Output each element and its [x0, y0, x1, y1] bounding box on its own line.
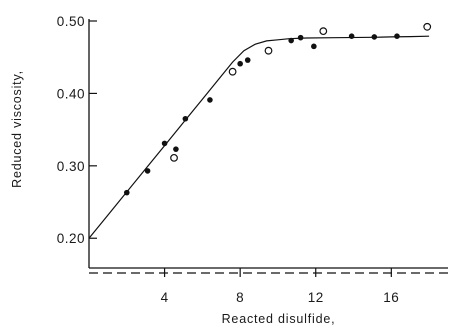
y-tick-label: 0.50 [57, 14, 85, 29]
data-point-filled [311, 43, 317, 50]
data-point-filled [244, 57, 251, 63]
data-point-filled [123, 189, 130, 196]
x-tick-label: 12 [308, 290, 324, 305]
data-point-filled [371, 34, 378, 40]
x-tick-label: 8 [236, 290, 244, 305]
data-point-filled [394, 33, 400, 40]
x-axis-label: Reacted disulfide, [222, 312, 336, 326]
data-point-open [228, 67, 237, 76]
data-point-filled [297, 34, 304, 41]
data-point-filled [144, 168, 151, 174]
data-point-open [319, 27, 328, 36]
y-axis-label: Reduced viscosity, [10, 70, 24, 188]
y-tick-label: 0.20 [57, 231, 85, 246]
y-tick-label: 0.40 [57, 86, 85, 101]
data-point-filled [288, 37, 294, 44]
data-point-filled [348, 33, 355, 40]
data-points [123, 22, 432, 196]
x-tick-label: 4 [161, 290, 169, 305]
data-point-open [264, 46, 273, 55]
fit-curve [88, 35, 430, 239]
data-point-filled [161, 140, 168, 147]
data-point-open [423, 22, 432, 31]
data-point-filled [207, 97, 213, 103]
y-ticks: 0.20 0.30 0.40 0.50 [57, 14, 97, 246]
data-point-filled [182, 115, 189, 122]
data-point-filled [237, 60, 243, 67]
y-tick-label: 0.30 [57, 159, 85, 174]
data-point-filled [173, 146, 179, 152]
x-ticks: 4 8 12 16 [161, 268, 399, 305]
axes [88, 19, 448, 274]
x-tick-label: 16 [383, 290, 399, 305]
data-point-open [170, 153, 178, 162]
